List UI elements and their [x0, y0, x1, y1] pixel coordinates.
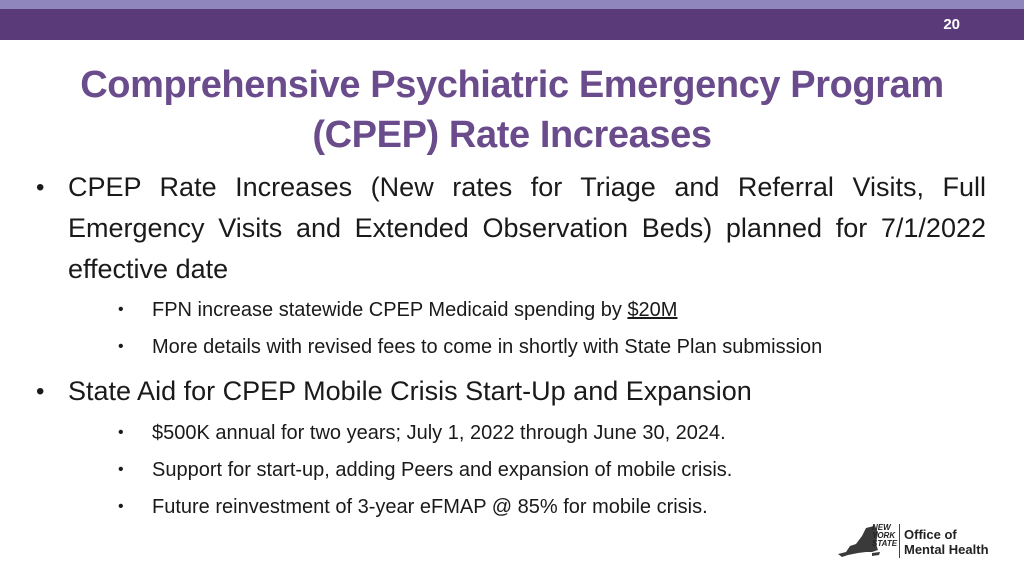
top-band-dark: [0, 9, 1024, 40]
bullet-dot-icon: •: [36, 378, 45, 405]
bullet-dot-icon: •: [118, 461, 124, 478]
sub-bullet-text: Support for start-up, adding Peers and e…: [152, 459, 733, 481]
bullet-text: State Aid for CPEP Mobile Crisis Start-U…: [68, 376, 752, 406]
bullet-text: CPEP Rate Increases (New rates for Triag…: [68, 172, 986, 284]
new-york-state-map-icon: [838, 526, 880, 557]
sub-bullet-text: $500K annual for two years; July 1, 2022…: [152, 422, 726, 444]
sub-bullet-item: • FPN increase statewide CPEP Medicaid s…: [118, 298, 998, 322]
sub-bullet-item: • $500K annual for two years; July 1, 20…: [118, 421, 998, 445]
top-band-light: [0, 0, 1024, 9]
sub-bullet-item: • Future reinvestment of 3-year eFMAP @ …: [118, 495, 998, 519]
sub-bullet-text: FPN increase statewide CPEP Medicaid spe…: [152, 298, 998, 322]
bullet-dot-icon: •: [118, 498, 124, 515]
slide-title: Comprehensive Psychiatric Emergency Prog…: [40, 60, 984, 160]
sub-bullet-text: Future reinvestment of 3-year eFMAP @ 85…: [152, 496, 708, 518]
office-line-1: Office of: [904, 527, 957, 542]
slide-title-line-2: (CPEP) Rate Increases: [312, 114, 712, 156]
bullet-dot-icon: •: [118, 301, 124, 318]
state-line-1: NEW: [872, 523, 891, 532]
sub-bullet-item: • More details with revised fees to come…: [118, 335, 998, 359]
bullet-dot-icon: •: [118, 338, 124, 355]
bullet-dot-icon: •: [36, 174, 45, 201]
spending-link[interactable]: $20M: [627, 299, 678, 321]
office-name: Office of Mental Health: [904, 527, 989, 557]
page-number: 20: [943, 16, 960, 33]
logo-divider: [899, 524, 900, 558]
bullet-item: • CPEP Rate Increases (New rates for Tri…: [36, 167, 986, 290]
sub-bullet-prefix: FPN increase statewide CPEP Medicaid spe…: [152, 299, 628, 321]
bullet-item: • State Aid for CPEP Mobile Crisis Start…: [36, 371, 986, 412]
sub-bullet-item: • Support for start-up, adding Peers and…: [118, 458, 998, 482]
omh-logo: NEW YORK STATE Office of Mental Health: [836, 516, 996, 566]
bullet-dot-icon: •: [118, 424, 124, 441]
new-york-state-wordmark: NEW YORK STATE: [872, 524, 897, 548]
state-line-3: STATE: [872, 539, 898, 548]
slide-title-line-1: Comprehensive Psychiatric Emergency Prog…: [80, 64, 944, 106]
office-line-2: Mental Health: [904, 542, 989, 557]
sub-bullet-text: More details with revised fees to come i…: [152, 336, 823, 358]
state-line-2: YORK: [872, 531, 896, 540]
